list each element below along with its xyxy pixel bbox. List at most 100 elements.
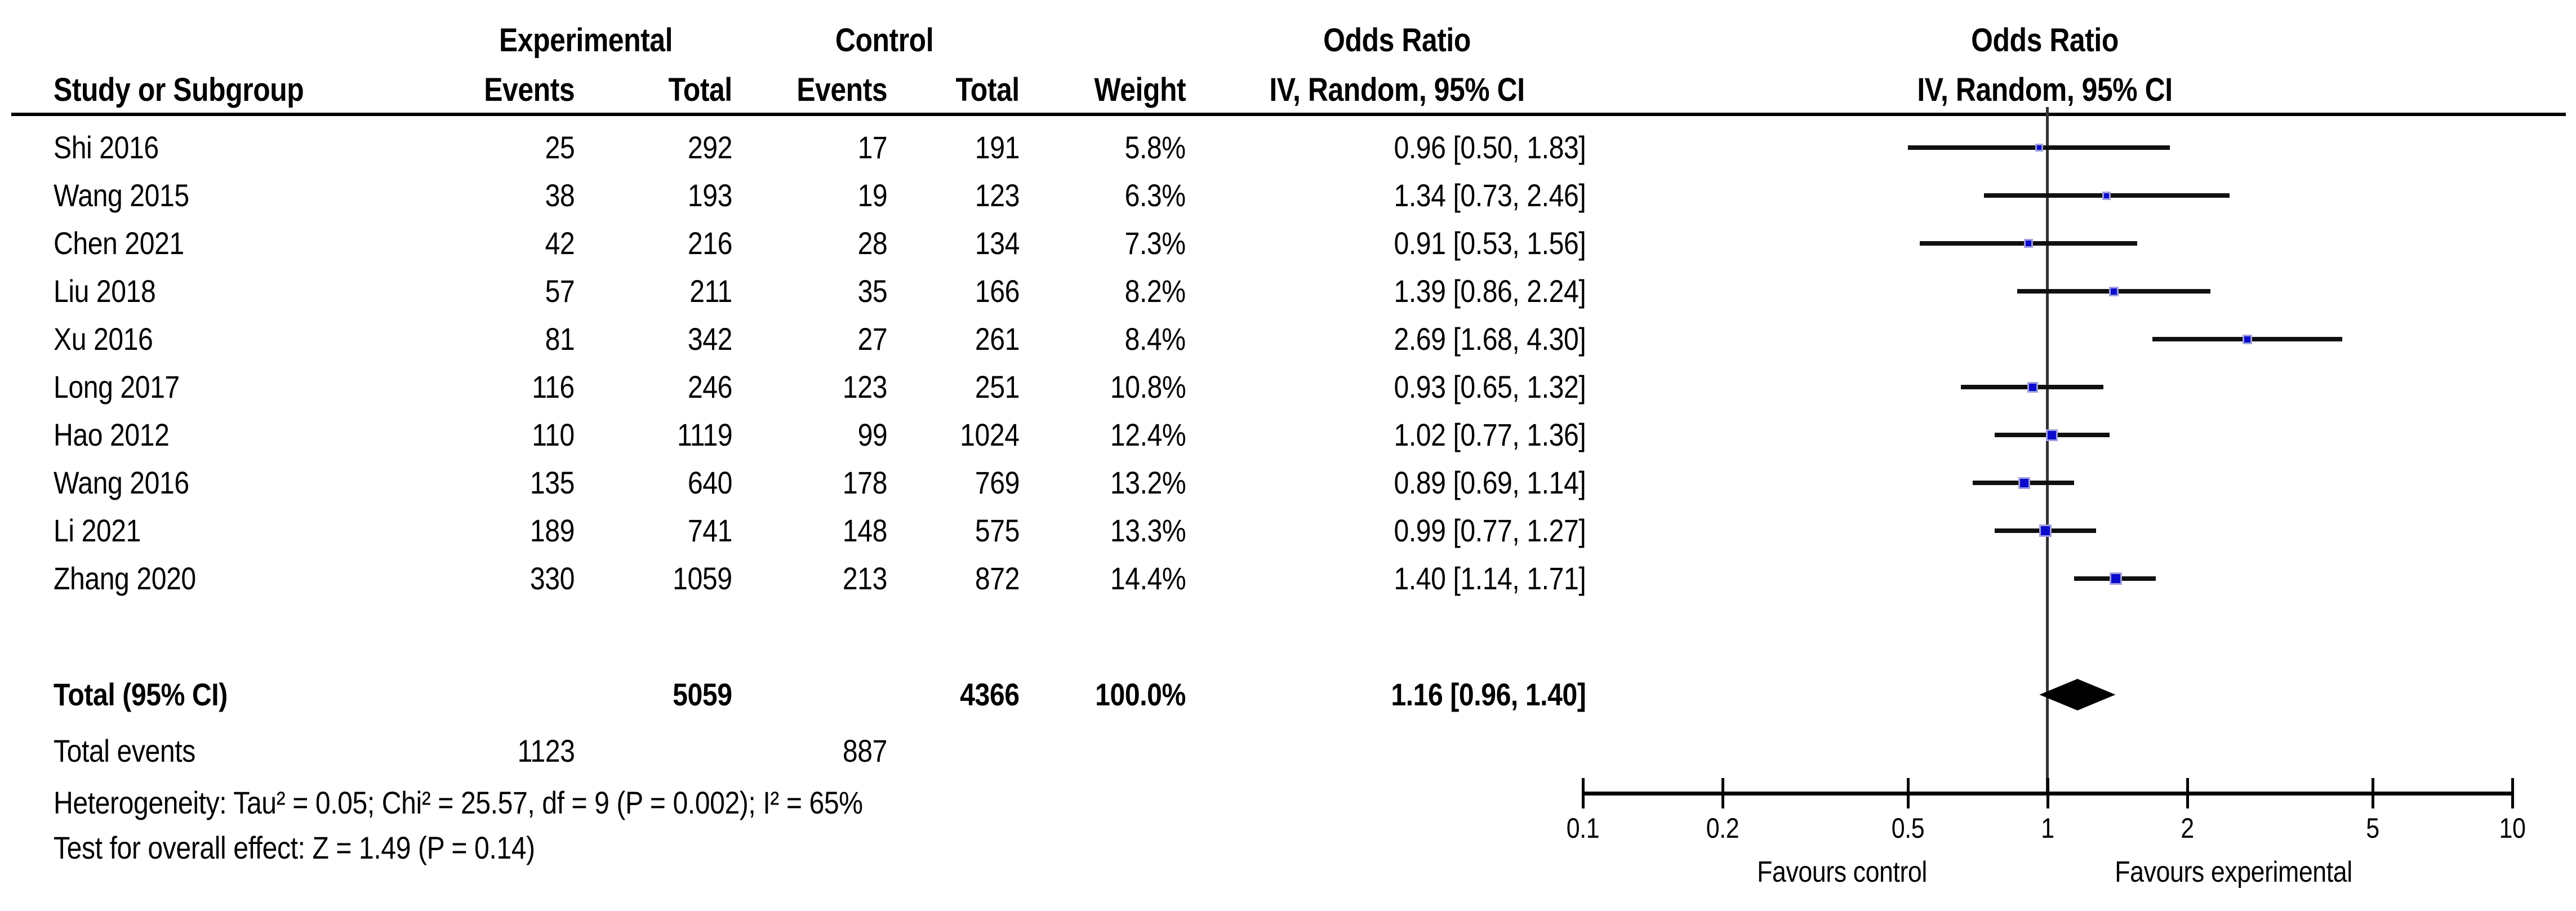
control-group-header: Control [835,22,934,59]
exp-total-cell: 1059 [673,561,733,596]
axis-tick [2511,778,2514,808]
or-ci-text-cell: 0.91 [0.53, 1.56] [1394,225,1586,261]
weight-cell: 12.4% [1110,417,1186,452]
study-name: Zhang 2020 [54,561,196,596]
odds-ratio-plot-header: Odds Ratio [1971,22,2119,59]
total-row-label: Total (95% CI) [54,677,228,712]
ctrl-total-cell: 191 [975,130,1020,165]
ctrl-events-cell: 28 [857,225,887,261]
heterogeneity-text: Heterogeneity: Tau² = 0.05; Chi² = 25.57… [54,785,863,820]
study-name: Wang 2015 [54,177,189,213]
ctrl-events-cell: 178 [842,465,887,500]
effect-marker [2027,381,2039,393]
study-name: Long 2017 [54,369,180,405]
axis-tick [1906,778,1910,808]
exp-events-cell: 81 [545,321,575,357]
effect-marker [2024,239,2034,248]
total-events-label: Total events [54,733,195,768]
study-name: Hao 2012 [54,417,170,452]
exp-total-cell: 741 [687,513,732,548]
weight-cell: 13.3% [1110,513,1186,548]
ctrl-total-cell: 261 [975,321,1020,357]
exp-total-cell: 193 [687,177,732,213]
weight-cell: 10.8% [1110,369,1186,405]
ctrl-events-cell: 99 [857,417,887,452]
exp-total-cell: 292 [687,130,732,165]
or-ci-text-cell: 2.69 [1.68, 4.30] [1394,321,1586,357]
ctrl-total-cell: 575 [975,513,1020,548]
vertical-reference-line [2046,107,2049,796]
axis-tick-label: 5 [2365,812,2379,844]
ctrl-total-cell: 134 [975,225,1020,261]
axis-tick-label: 2 [2181,812,2195,844]
or-ci-text-cell: 0.99 [0.77, 1.27] [1394,513,1586,548]
study-name: Chen 2021 [54,225,184,261]
total-weight: 100.0% [1095,677,1186,712]
axis-tick [2371,778,2374,808]
weight-cell: 14.4% [1110,561,1186,596]
exp-events-cell: 116 [532,369,575,405]
or-ci-text-cell: 1.39 [0.86, 2.24] [1394,273,1586,309]
ctrl-events-cell: 19 [857,177,887,213]
study-name: Li 2021 [54,513,141,548]
effect-marker [2045,429,2058,441]
or-ci-text-cell: 0.89 [0.69, 1.14] [1394,465,1586,500]
total-ctrl-total: 4366 [960,677,1020,712]
or-ci-text-cell: 1.02 [0.77, 1.36] [1394,417,1586,452]
effect-marker [2243,334,2253,344]
odds-ratio-column-header: Odds Ratio [1323,22,1471,59]
study-column-header: Study or Subgroup [54,72,304,108]
ctrl-total-cell: 1024 [960,417,1020,452]
exp-total-cell: 342 [687,321,732,357]
or-ci-text-cell: 0.93 [0.65, 1.32] [1394,369,1586,405]
method-column-header: IV, Random, 95% CI [1269,72,1525,108]
exp-events-cell: 42 [545,225,575,261]
exp-events-cell: 38 [545,177,575,213]
ctrl-total-cell: 872 [975,561,1020,596]
ctrl-events-cell: 27 [857,321,887,357]
exp-events-cell: 57 [545,273,575,309]
favours-control-label: Favours control [1757,856,1927,888]
method-plot-header: IV, Random, 95% CI [1917,72,2173,108]
overall-effect-text: Test for overall effect: Z = 1.49 (P = 0… [54,830,535,865]
exp-events-cell: 135 [530,465,575,500]
total-events-exp: 1123 [517,733,575,768]
effect-marker [2018,477,2030,489]
weight-cell: 5.8% [1124,130,1186,165]
ctrl-events-header: Events [797,72,887,108]
exp-total-cell: 216 [687,225,732,261]
effect-marker [2102,191,2111,200]
ctrl-total-cell: 251 [975,369,1020,405]
ctrl-events-cell: 123 [842,369,887,405]
weight-cell: 7.3% [1124,225,1186,261]
favours-experimental-label: Favours experimental [2115,856,2352,888]
axis-tick-label: 10 [2499,812,2526,844]
ctrl-events-cell: 35 [857,273,887,309]
ctrl-events-cell: 213 [842,561,887,596]
axis-tick [2186,778,2190,808]
axis-tick-label: 1 [2041,812,2054,844]
experimental-group-header: Experimental [499,22,673,59]
or-ci-text-cell: 0.96 [0.50, 1.83] [1394,130,1586,165]
ctrl-events-cell: 148 [842,513,887,548]
effect-marker [2109,572,2122,585]
effect-marker [2109,286,2119,296]
effect-marker [2035,144,2044,152]
or-ci-text-cell: 1.40 [1.14, 1.71] [1394,561,1586,596]
ctrl-total-cell: 166 [975,273,1020,309]
weight-cell: 13.2% [1110,465,1186,500]
exp-total-header: Total [668,72,733,108]
total-exp-total: 5059 [673,677,733,712]
exp-total-cell: 246 [687,369,732,405]
exp-events-header: Events [484,72,575,108]
exp-total-cell: 1119 [677,417,733,452]
exp-events-cell: 330 [530,561,575,596]
total-or-ci-text: 1.16 [0.96, 1.40] [1390,677,1586,712]
study-name: Shi 2016 [54,130,159,165]
exp-events-cell: 25 [545,130,575,165]
axis-tick-label: 0.1 [1566,812,1600,844]
pooled-diamond [2039,679,2116,710]
axis-tick [1582,778,1585,808]
axis-tick [2046,778,2049,808]
